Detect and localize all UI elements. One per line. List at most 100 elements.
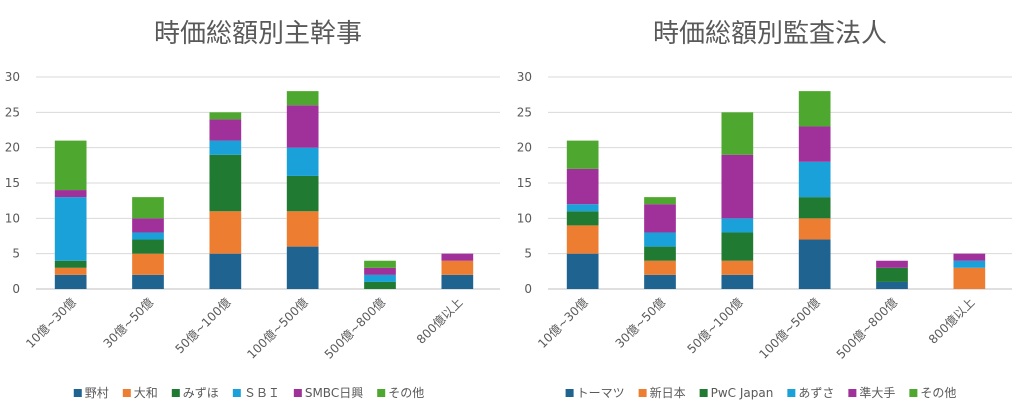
legend-swatch — [787, 389, 796, 397]
bar-segment — [953, 260, 986, 268]
bar-segment — [209, 119, 242, 141]
bar-segment — [441, 260, 474, 275]
chart-underwriter-by-market-cap: 時価総額別主幹事 0 5 10 15 20 25 30 10億~30億 30億~50億 50億~10… — [0, 0, 512, 415]
bar-segment — [798, 239, 831, 289]
bar-segment — [644, 232, 676, 247]
bar-segment — [721, 232, 754, 261]
legend-label: 新日本 — [650, 385, 686, 400]
y-tick-label: 25 — [517, 105, 532, 119]
legend-item: 新日本 — [638, 385, 686, 400]
legend-swatch — [122, 389, 131, 397]
y-tick-label: 15 — [517, 176, 532, 190]
bar-segment — [798, 218, 831, 240]
bar-segment — [209, 112, 242, 120]
x-tick-label: 800億以上 — [414, 295, 466, 347]
y-tick-label: 15 — [5, 176, 20, 190]
y-tick-label: 10 — [517, 211, 532, 225]
legend-label: 野村 — [85, 386, 109, 400]
bar-segment — [132, 239, 164, 254]
legend-label: トーマツ — [577, 386, 625, 400]
bar-segment — [953, 253, 986, 261]
x-tick-label: 30億~50億 — [101, 295, 157, 351]
bar-segment — [798, 91, 831, 127]
bar-segment — [644, 197, 676, 205]
bar-segment — [441, 253, 474, 261]
bar-segment — [876, 267, 908, 282]
legend-item: 大和 — [122, 386, 158, 400]
legend-swatch — [73, 389, 82, 397]
bar-segment — [286, 105, 319, 148]
bar-segment — [721, 274, 754, 289]
bar-segment — [209, 140, 242, 155]
legend: トーマツ 新日本 PwC Japan あずさ 準大手 その他 — [565, 385, 956, 400]
chart-svg: 時価総額別監査法人 0 5 10 15 20 25 30 10億~30億 30億~50億 50億~1… — [517, 19, 1012, 400]
bar-segment — [364, 274, 396, 282]
bar-segment — [54, 197, 87, 261]
bar-segment — [54, 140, 87, 191]
chart-title: 時価総額別主幹事 — [154, 19, 362, 49]
legend-item: 準大手 — [848, 385, 895, 400]
bar-segment — [644, 204, 676, 233]
y-tick-label: 0 — [524, 282, 532, 296]
chart-auditor-by-market-cap: 時価総額別監査法人 0 5 10 15 20 25 30 10億~30億 30億~50億 50億~1… — [512, 0, 1024, 415]
legend-swatch — [699, 389, 708, 397]
y-tick-label: 5 — [12, 247, 20, 261]
bar-segment — [286, 211, 319, 247]
bar-segment — [54, 274, 87, 289]
y-tick-label: 0 — [12, 282, 20, 296]
bar-segment — [286, 91, 319, 106]
bar-segment — [721, 260, 754, 275]
bar-segment — [364, 260, 396, 268]
legend-item: その他 — [909, 386, 956, 400]
bar-segment — [644, 260, 676, 275]
bar-segment — [209, 154, 242, 212]
legend-swatch — [638, 389, 647, 397]
legend-item: 野村 — [73, 386, 109, 400]
legend-item: その他 — [377, 386, 424, 400]
chart-svg: 時価総額別主幹事 0 5 10 15 20 25 30 10億~30億 30億~50億 50億~10… — [5, 19, 500, 400]
y-tick-label: 5 — [524, 247, 532, 261]
bar-segment — [876, 281, 908, 289]
bar-segment — [566, 140, 599, 169]
legend-swatch — [377, 389, 386, 397]
legend-label: みずほ — [183, 386, 219, 400]
bar-segment — [132, 232, 164, 240]
bar-segment — [132, 253, 164, 275]
y-tick-label: 20 — [5, 141, 20, 155]
bar-segment — [721, 154, 754, 219]
legend-item: あずさ — [787, 386, 834, 400]
legend-swatch — [565, 389, 574, 397]
legend-item: PwC Japan — [699, 386, 773, 400]
bar-segment — [566, 168, 599, 205]
bar-segment — [54, 190, 87, 198]
x-tick-label: 100億~500億 — [756, 295, 822, 361]
chart-title: 時価総額別監査法人 — [653, 19, 887, 49]
legend-item: トーマツ — [565, 386, 625, 400]
x-tick-label: 10億~30億 — [535, 295, 591, 351]
legend-label: ＳＢＩ — [244, 386, 280, 400]
x-tick-label: 100億~500億 — [244, 295, 310, 361]
legend: 野村 大和 みずほ ＳＢＩ SMBC日興 その他 — [73, 386, 424, 400]
y-tick-label: 20 — [517, 141, 532, 155]
bar-segment — [54, 267, 87, 275]
bar-segment — [721, 218, 754, 233]
bar-segment — [132, 218, 164, 233]
y-tick-label: 25 — [5, 105, 20, 119]
legend-label: 大和 — [134, 386, 158, 400]
bar-segment — [132, 197, 164, 219]
legend-label: あずさ — [798, 386, 834, 400]
bar-segment — [566, 225, 599, 254]
bar-segment — [566, 211, 599, 226]
bar-segment — [566, 204, 599, 212]
y-tick-label: 10 — [5, 211, 20, 225]
bar-segment — [286, 246, 319, 289]
bar-segment — [364, 267, 396, 275]
bar-segment — [441, 274, 474, 289]
bar-segment — [364, 281, 396, 289]
bar-segment — [209, 253, 242, 289]
bar-segment — [644, 246, 676, 261]
x-tick-label: 10億~30億 — [23, 295, 79, 351]
legend-swatch — [848, 389, 857, 397]
bar-segment — [798, 197, 831, 219]
bar-segment — [209, 211, 242, 254]
